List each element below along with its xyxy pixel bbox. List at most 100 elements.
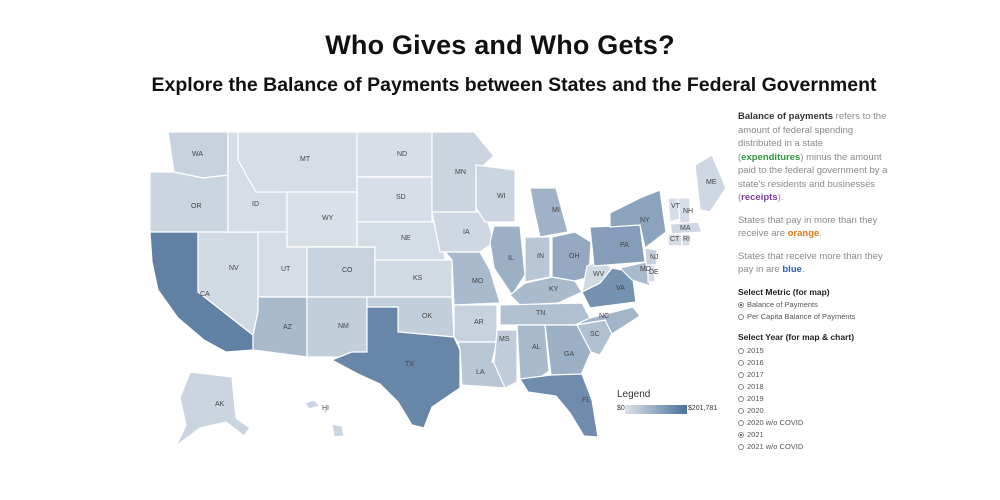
state-de[interactable] bbox=[647, 264, 656, 283]
year-option-label: 2016 bbox=[747, 357, 764, 367]
state-or[interactable] bbox=[149, 171, 229, 233]
state-label-ny: NY bbox=[640, 217, 650, 224]
state-label-ms: MS bbox=[499, 336, 510, 343]
state-co[interactable] bbox=[306, 246, 376, 298]
state-label-ia: IA bbox=[463, 229, 470, 236]
state-tx[interactable] bbox=[330, 306, 461, 429]
state-label-wa: WA bbox=[192, 151, 203, 158]
state-ny[interactable] bbox=[609, 189, 667, 250]
state-sd[interactable] bbox=[356, 176, 433, 223]
year-option[interactable]: 2021 bbox=[738, 429, 888, 441]
state-label-de: DE bbox=[649, 269, 659, 276]
state-ga[interactable] bbox=[544, 324, 592, 376]
radio-button[interactable] bbox=[738, 383, 744, 390]
radio-button[interactable] bbox=[738, 302, 744, 308]
state-label-hi: HI bbox=[322, 405, 329, 412]
state-label-nv: NV bbox=[229, 265, 239, 272]
state-label-md: MD bbox=[640, 266, 651, 273]
state-label-wv: WV bbox=[593, 271, 605, 278]
state-label-ak: AK bbox=[215, 401, 225, 408]
state-label-la: LA bbox=[476, 369, 485, 376]
state-mo[interactable] bbox=[443, 251, 501, 306]
blue-text-b: . bbox=[801, 264, 805, 275]
blue-text-a: States that receive more than they pay i… bbox=[738, 250, 883, 276]
year-option[interactable]: 2019 bbox=[738, 393, 888, 405]
state-az[interactable] bbox=[252, 296, 308, 358]
state-nm[interactable] bbox=[306, 296, 368, 358]
state-mt[interactable] bbox=[237, 131, 358, 193]
definition-text: Balance of payments refers to the amount… bbox=[738, 110, 888, 205]
page-subtitle: Explore the Balance of Payments between … bbox=[151, 74, 877, 96]
state-fl[interactable] bbox=[519, 373, 599, 438]
state-nc[interactable] bbox=[574, 306, 641, 335]
radio-button[interactable] bbox=[738, 371, 744, 378]
orange-text-a: States that pay in more than they receiv… bbox=[738, 214, 878, 240]
state-me[interactable] bbox=[694, 154, 727, 213]
state-nd[interactable] bbox=[356, 131, 433, 178]
state-ia[interactable] bbox=[431, 211, 495, 253]
radio-button[interactable] bbox=[738, 314, 744, 320]
state-ak[interactable] bbox=[175, 371, 251, 447]
state-label-wi: WI bbox=[497, 193, 506, 200]
radio-button[interactable] bbox=[738, 359, 744, 366]
state-label-pa: PA bbox=[620, 242, 629, 249]
state-label-nd: ND bbox=[397, 151, 407, 158]
state-label-ks: KS bbox=[413, 275, 423, 282]
state-label-mi: MI bbox=[552, 207, 560, 214]
year-option[interactable]: 2021 w/o COVID bbox=[738, 441, 888, 453]
state-hi[interactable] bbox=[304, 399, 345, 438]
year-option[interactable]: 2018 bbox=[738, 381, 888, 393]
state-pa[interactable] bbox=[589, 224, 646, 267]
state-label-nm: NM bbox=[338, 323, 349, 330]
radio-button[interactable] bbox=[738, 431, 744, 438]
year-option-label: 2021 w/o COVID bbox=[747, 441, 804, 451]
state-al[interactable] bbox=[516, 324, 550, 381]
state-label-mo: MO bbox=[472, 278, 484, 285]
year-option-label: 2015 bbox=[747, 345, 764, 355]
year-option[interactable]: 2015 bbox=[738, 345, 888, 357]
year-option-label: 2020 bbox=[747, 405, 764, 415]
metric-option[interactable]: Per Capita Balance of Payments bbox=[738, 311, 888, 323]
radio-button[interactable] bbox=[738, 407, 744, 414]
state-wi[interactable] bbox=[475, 164, 516, 223]
radio-button[interactable] bbox=[738, 347, 744, 354]
us-choropleth-map: WA OR CA NV ID MT WY UT AZ CO NM ND SD NE KS OK TX MN IA MO… bbox=[149, 131, 727, 447]
year-option[interactable]: 2016 bbox=[738, 357, 888, 369]
state-label-nc: NC bbox=[599, 313, 609, 320]
state-ma[interactable] bbox=[669, 221, 703, 235]
year-option-label: 2018 bbox=[747, 381, 764, 391]
state-label-va: VA bbox=[616, 285, 625, 292]
legend-title: Legend bbox=[617, 389, 651, 400]
state-label-tx: TX bbox=[405, 361, 414, 368]
state-mi[interactable] bbox=[529, 187, 569, 238]
state-label-ri: RI bbox=[683, 236, 690, 243]
metric-option[interactable]: Balance of Payments bbox=[738, 299, 888, 311]
state-label-ct: CT bbox=[670, 236, 680, 243]
radio-button[interactable] bbox=[738, 443, 744, 450]
state-label-sd: SD bbox=[396, 194, 406, 201]
year-option[interactable]: 2017 bbox=[738, 369, 888, 381]
year-option[interactable]: 2020 bbox=[738, 405, 888, 417]
legend: Legend $0 $201,781 bbox=[617, 389, 737, 414]
metric-option-label: Balance of Payments bbox=[747, 300, 818, 309]
radio-button[interactable] bbox=[738, 419, 744, 426]
radio-button[interactable] bbox=[738, 395, 744, 402]
state-md[interactable] bbox=[618, 261, 651, 287]
legend-gradient-bar bbox=[625, 405, 687, 414]
state-label-ne: NE bbox=[401, 235, 411, 242]
state-label-mt: MT bbox=[300, 156, 311, 163]
state-label-ut: UT bbox=[281, 266, 291, 273]
year-selector-title: Select Year (for map & chart) bbox=[738, 332, 855, 342]
state-label-mn: MN bbox=[455, 169, 466, 176]
expenditures-word: expenditures bbox=[741, 151, 801, 163]
metric-option-label: Per Capita Balance of Payments bbox=[747, 312, 856, 321]
year-option-label: 2020 w/o COVID bbox=[747, 417, 804, 427]
orange-word: orange bbox=[787, 228, 820, 239]
state-ms[interactable] bbox=[493, 329, 518, 389]
year-option[interactable]: 2020 w/o COVID bbox=[738, 417, 888, 429]
state-label-ky: KY bbox=[549, 286, 559, 293]
state-label-id: ID bbox=[252, 201, 259, 208]
state-label-in: IN bbox=[537, 253, 544, 260]
year-option-label: 2021 bbox=[747, 429, 764, 439]
state-ri[interactable] bbox=[681, 233, 691, 247]
